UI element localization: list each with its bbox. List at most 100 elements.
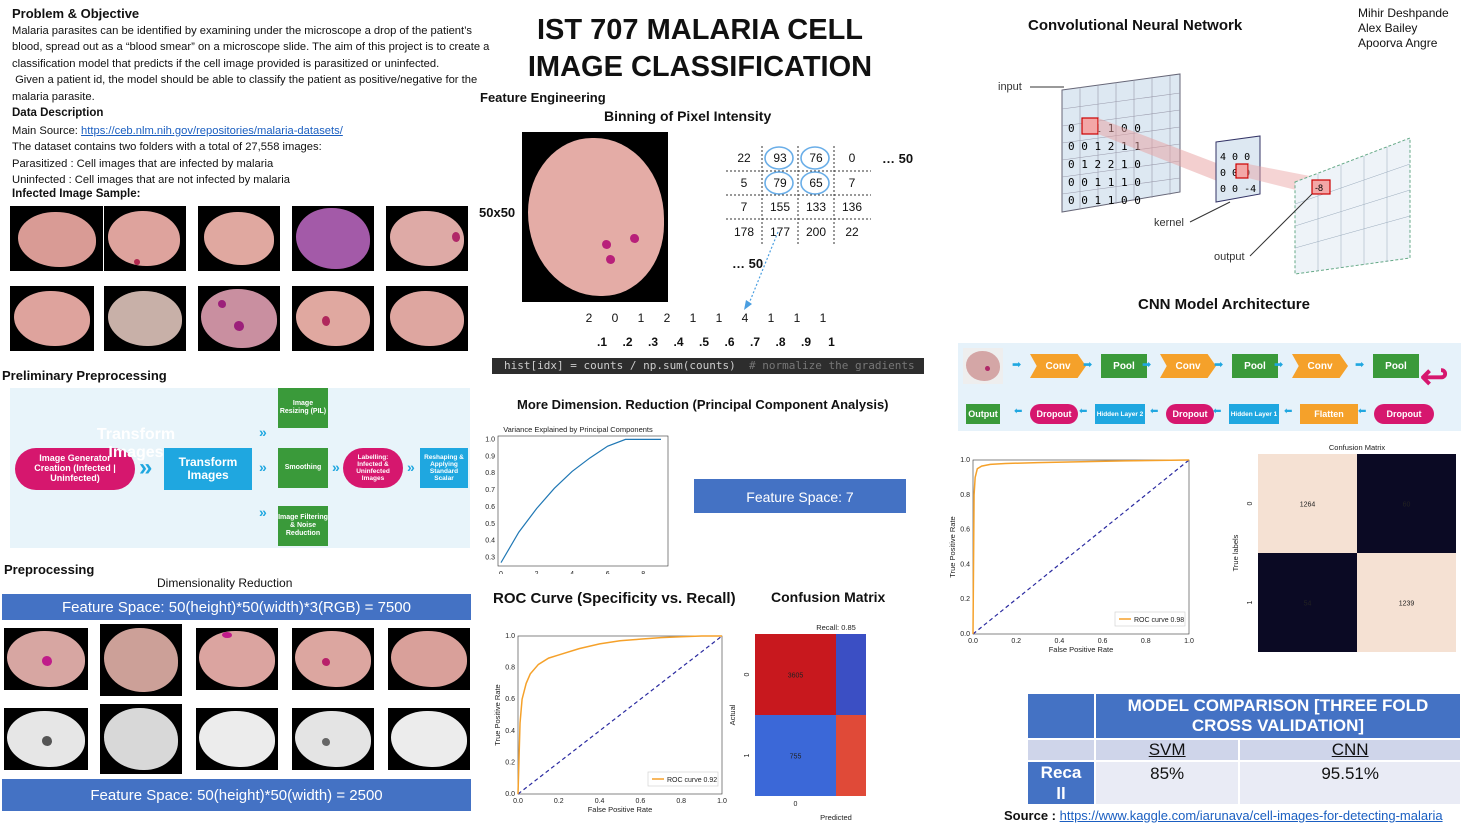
- image-generator-box: Image Generator Creation (Infected | Uni…: [15, 448, 135, 490]
- pixel-value: 7: [848, 175, 856, 190]
- cm-cell-value: 1264: [1300, 502, 1316, 509]
- cm-y-tick: 0: [744, 672, 751, 676]
- pca-y-tick: 0.5: [485, 521, 495, 528]
- pca-y-tick: 0.8: [485, 470, 495, 477]
- sample-image: [292, 708, 374, 770]
- histogram-count: 0: [611, 311, 619, 325]
- svg-text:0 0 0: 0 0 0: [1220, 168, 1250, 179]
- sample-image: [196, 628, 278, 690]
- arrow-left-icon: ⬅: [1150, 406, 1159, 417]
- sample-image: [388, 708, 470, 770]
- arrow-left-icon: ⬅: [1079, 406, 1088, 417]
- pca-y-tick: 0.6: [485, 504, 495, 511]
- cm-x-tick: 0: [794, 801, 798, 808]
- arch-conv-block: Conv: [1292, 354, 1348, 378]
- data-description-text: Main Source: https://ceb.nlm.nih.gov/rep…: [12, 125, 343, 187]
- pixel-grid: 22 93 76 0 5 79 65 7 7 155 133 136 178 177 200 22: [726, 146, 871, 244]
- svg-text:4 0 0: 4 0 0: [1220, 152, 1250, 163]
- chevron-icon: »: [259, 459, 267, 475]
- roc-x-tick: 0.8: [676, 798, 686, 805]
- roc-y-tick: 0.2: [960, 596, 970, 603]
- pixel-value: 93: [773, 151, 787, 165]
- arch-conv-block: Conv: [1030, 354, 1086, 378]
- pixel-value: 22: [737, 151, 751, 165]
- comparison-title: MODEL COMPARISON [THREE FOLD CROSS VALID…: [1094, 692, 1462, 740]
- arrow-left-icon: ⬅: [1284, 406, 1293, 417]
- svm-column-header: SVM: [1093, 738, 1241, 762]
- pca-variance-line: [500, 438, 661, 563]
- arch-dropout-block: Dropout: [1030, 404, 1078, 424]
- sample-heading: Infected Image Sample:: [12, 188, 141, 200]
- sample-image: [100, 704, 182, 774]
- prelim-flow-panel: Image Generator Creation (Infected | Uni…: [10, 388, 470, 548]
- sample-image: [292, 286, 374, 351]
- problem-text: Malaria parasites can be identified by e…: [12, 25, 490, 103]
- arrow-right-icon: ➡: [1355, 359, 1365, 371]
- cm-cell-value: 54: [1304, 601, 1312, 608]
- histogram-count: 2: [663, 311, 671, 325]
- histogram-count: 1: [767, 311, 775, 325]
- sample-image: [4, 628, 88, 690]
- cm-title: Recall: 0.85: [816, 623, 856, 632]
- roc-diagonal: [972, 459, 1190, 635]
- roc-heading: ROC Curve (Specificity vs. Recall): [493, 590, 736, 607]
- roc-x-tick: 0.8: [1141, 638, 1151, 645]
- chevron-icon: »: [332, 459, 340, 475]
- cnn-recall-value: 95.51%: [1238, 760, 1462, 806]
- resize-box: Image Resizing (PIL): [278, 388, 328, 428]
- histogram-count: 1: [637, 311, 645, 325]
- roc-y-tick: 0.0: [505, 791, 515, 798]
- arch-conv-block: Conv: [1160, 354, 1216, 378]
- cm-cell: [755, 715, 836, 796]
- sample-image: [292, 628, 374, 690]
- chevron-icon: »: [407, 459, 415, 475]
- arch-flatten-block: Flatten: [1300, 404, 1358, 424]
- arch-hidden-layer-2-block: Hidden Layer 2: [1095, 404, 1145, 424]
- pca-heading: More Dimension. Reduction (Principal Com…: [517, 397, 889, 412]
- cell-closeup-image: [522, 132, 668, 302]
- cm-y-tick: 0: [1247, 501, 1254, 505]
- pca-chart: Variance Explained by Principal Componen…: [485, 425, 669, 574]
- pixel-value: 5: [740, 175, 748, 190]
- histogram-bins: .1 .2 .3 .4 .5 .6 .7 .8 .9 1: [589, 335, 869, 351]
- filtering-box: Image Filtering & Noise Reduction: [278, 506, 328, 546]
- smoothing-box: Smoothing: [278, 448, 328, 488]
- arrow-right-icon: ➡: [1142, 359, 1152, 371]
- histogram-bin: .7: [749, 335, 760, 349]
- histogram-bin: .1: [596, 335, 607, 349]
- roc-x-tick: 0.2: [1011, 638, 1021, 645]
- ellipsis-right: … 50: [882, 151, 914, 166]
- roc-y-tick: 1.0: [505, 633, 515, 640]
- cm-cell: [1357, 454, 1456, 553]
- cm-y-tick: 1: [1247, 600, 1254, 604]
- roc-x-tick: 0.6: [636, 798, 646, 805]
- transform-images-box: Transform Images: [164, 448, 252, 490]
- arch-output-block: Output: [966, 404, 1000, 424]
- pca-x-tick: 0: [499, 571, 503, 574]
- cm-cell: [1258, 553, 1357, 652]
- main-source-link[interactable]: https://ceb.nlm.nih.gov/repositories/mal…: [81, 125, 343, 137]
- pixel-value: 0: [848, 151, 856, 165]
- sample-image: [104, 206, 186, 271]
- roc-curve: [972, 459, 1190, 635]
- arch-pool-block: Pool: [1373, 354, 1419, 378]
- binning-heading: Binning of Pixel Intensity: [604, 108, 772, 124]
- sample-image: [292, 206, 374, 271]
- arch-pool-block: Pool: [1232, 354, 1278, 378]
- preprocessing-heading: Preprocessing: [4, 562, 95, 577]
- histogram-bin: .9: [800, 335, 811, 349]
- source-link[interactable]: https://www.kaggle.com/iarunava/cell-ima…: [1059, 808, 1443, 823]
- roc-legend-label: ROC curve 0.92: [667, 777, 717, 784]
- roc-x-tick: 0.4: [1055, 638, 1065, 645]
- cm-cell-value: 1239: [1399, 601, 1415, 608]
- sample-image: [386, 206, 468, 271]
- roc-y-tick: 1.0: [960, 457, 970, 464]
- input-label: input: [998, 81, 1022, 93]
- cm-y-tick: 1: [744, 753, 751, 757]
- pca-plot-frame: [497, 435, 669, 567]
- svg-text:0 1 2 2 1 0: 0 1 2 2 1 0: [1068, 158, 1141, 171]
- roc-plot-frame: [972, 459, 1190, 635]
- pca-y-tick: 0.4: [485, 538, 495, 545]
- cm-cell-value: 3605: [788, 673, 804, 680]
- input-cell-thumbnail: [963, 348, 1003, 384]
